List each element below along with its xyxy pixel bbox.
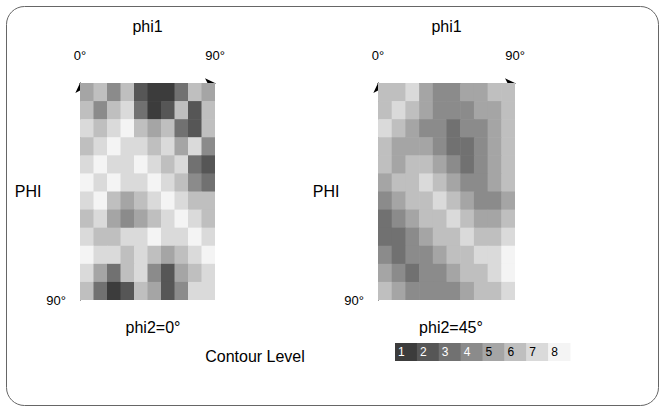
svg-text:90°: 90° <box>46 293 66 308</box>
svg-text:PHI: PHI <box>313 183 340 200</box>
svg-text:0°: 0° <box>372 48 384 63</box>
svg-text:phi2=45°: phi2=45° <box>419 319 483 336</box>
svg-text:90°: 90° <box>505 48 525 63</box>
svg-text:5: 5 <box>486 345 493 359</box>
svg-text:7: 7 <box>529 345 536 359</box>
svg-text:phi1: phi1 <box>431 18 461 35</box>
svg-text:phi1: phi1 <box>132 18 162 35</box>
svg-text:4: 4 <box>464 345 471 359</box>
svg-text:90°: 90° <box>205 48 225 63</box>
svg-text:phi2=0°: phi2=0° <box>126 319 181 336</box>
svg-text:PHI: PHI <box>15 183 42 200</box>
svg-text:6: 6 <box>507 345 514 359</box>
svg-text:2: 2 <box>420 345 427 359</box>
svg-text:8: 8 <box>551 345 558 359</box>
svg-text:1: 1 <box>398 345 405 359</box>
svg-text:0°: 0° <box>74 48 86 63</box>
svg-text:3: 3 <box>442 345 449 359</box>
svg-text:90°: 90° <box>344 293 364 308</box>
svg-text:Contour Level: Contour Level <box>205 348 305 365</box>
